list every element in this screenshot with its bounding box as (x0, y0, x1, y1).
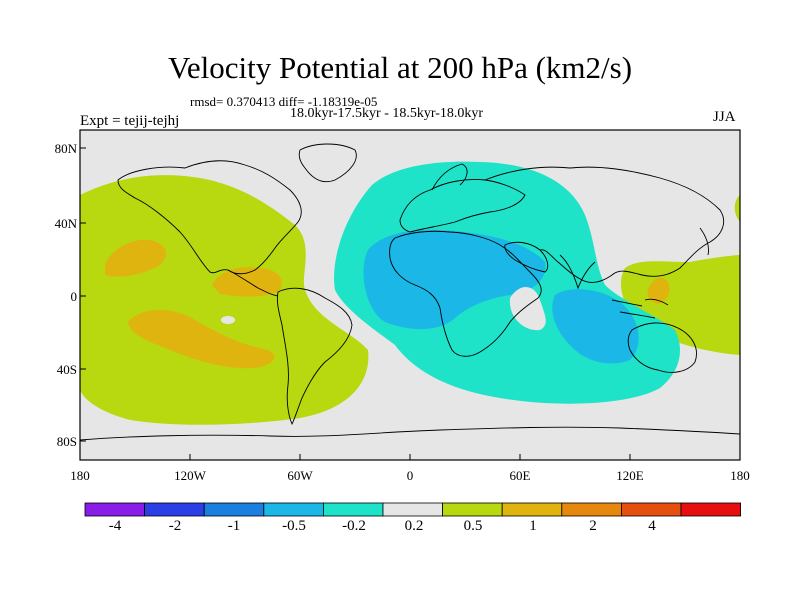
colorbar-swatch (621, 502, 682, 517)
coast-central-america (227, 269, 279, 297)
colorbar-label: -0.5 (282, 518, 306, 534)
coast-asia (484, 166, 724, 283)
contour-core-indian-ocean (552, 289, 639, 364)
season-label: JJA (713, 109, 736, 125)
experiment-label: Expt = tejij-tejhj (80, 113, 180, 129)
contour-core-south-pacific (128, 310, 275, 369)
colorbar-swatch (144, 502, 205, 517)
x-tick-label: 60E (509, 468, 531, 483)
coast-indonesia (611, 298, 669, 319)
coast-antarctica (80, 426, 740, 441)
colorbar-swatch (203, 502, 265, 517)
contour-core-east-pacific (105, 239, 166, 277)
colorbar-swatch (84, 502, 145, 517)
colorbar (84, 502, 741, 517)
coast-scandinavia (431, 163, 468, 191)
colorbar-label: 0.2 (404, 518, 424, 534)
x-tick-label: 0 (406, 468, 414, 483)
x-tick-label: 180 (730, 468, 750, 483)
coast-australia (627, 322, 697, 373)
colorbar-swatch (382, 502, 443, 517)
colorbar-label: 4 (648, 518, 656, 534)
y-tick-label: 0 (70, 289, 78, 304)
x-tick-label: 180 (70, 468, 90, 483)
coast-india (559, 254, 596, 290)
contour-hole-indian-ocean (509, 286, 546, 331)
coastlines (80, 143, 740, 441)
coast-japan (699, 227, 709, 256)
contour-positive-pacific (80, 175, 369, 425)
colorbar-label: 1 (529, 518, 537, 534)
colorbar-swatch (263, 502, 324, 517)
x-tick-label: 120E (616, 468, 644, 483)
contour-positive-east-edge (734, 195, 740, 222)
coast-arabia (504, 241, 549, 273)
stats-text: rmsd= 0.370413 diff= -1.18319e-05 (190, 94, 378, 109)
contour-core-maritime-continent (647, 277, 670, 304)
coast-north-america (117, 160, 302, 275)
colorbar-swatch (442, 502, 503, 517)
coast-south-america (276, 287, 353, 426)
colorbar-label: 2 (589, 518, 597, 534)
x-tick-label: 60W (287, 468, 313, 483)
contour-hole-pacific (221, 316, 235, 324)
y-tick-label: 40S (56, 362, 77, 377)
map-plot-area (80, 130, 740, 460)
colorbar-label: 0.5 (463, 518, 483, 534)
y-tick-label: 80S (56, 434, 77, 449)
coast-europe (399, 179, 526, 233)
colorbar-label: -1 (227, 518, 241, 534)
colorbar-swatch (322, 502, 384, 517)
y-tick-label: 80N (54, 141, 77, 156)
colorbar-label: -4 (108, 518, 122, 534)
axis-ticks (80, 147, 631, 460)
colorbar-swatch (561, 502, 622, 517)
colorbar-label: -0.2 (342, 518, 366, 534)
chart-title: Velocity Potential at 200 hPa (km2/s) (167, 50, 633, 85)
colorbar-swatch (680, 502, 741, 517)
colorbar-label: -2 (168, 518, 182, 534)
x-tick-label: 120W (174, 468, 206, 483)
colorbar-swatch (501, 502, 563, 517)
contour-core-north-africa (363, 229, 546, 330)
coast-africa (389, 230, 542, 357)
coast-greenland (298, 143, 357, 183)
period-text: 18.0kyr-17.5kyr - 18.5kyr-18.0kyr (290, 106, 484, 121)
contour-core-central-america (212, 267, 282, 297)
y-tick-label: 40N (54, 216, 77, 231)
